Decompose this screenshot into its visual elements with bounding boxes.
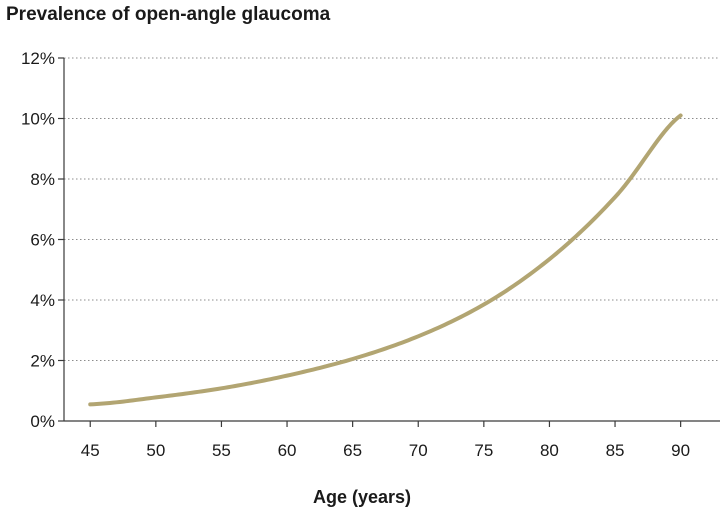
x-tick-label: 90: [671, 441, 690, 460]
ticks: 0% 2% 4% 6% 8% 10% 12% 45 50 55 60 65 70 75 80 85 90: [21, 49, 690, 460]
x-tick-label: 85: [606, 441, 625, 460]
gridlines: [64, 57, 720, 361]
y-tick-label: 12%: [21, 49, 55, 68]
series-layer: [88, 113, 683, 407]
y-tick-label: 8%: [30, 170, 55, 189]
x-axis-label: Age (years): [313, 487, 411, 507]
x-tick-label: 70: [409, 441, 428, 460]
y-tick-label: 4%: [30, 291, 55, 310]
x-tick-label: 75: [474, 441, 493, 460]
x-tick-label: 45: [81, 441, 100, 460]
y-tick-label: 10%: [21, 110, 55, 129]
x-tick-label: 65: [343, 441, 362, 460]
x-tick-label: 80: [540, 441, 559, 460]
x-tick-label: 60: [278, 441, 297, 460]
y-tick-label: 2%: [30, 352, 55, 371]
x-tick-label: 50: [146, 441, 165, 460]
y-tick-label: 0%: [30, 412, 55, 431]
x-tick-label: 55: [212, 441, 231, 460]
series-line-0: [88, 113, 683, 407]
chart-title: Prevalence of open-angle glaucoma: [6, 4, 331, 25]
y-tick-label: 6%: [30, 231, 55, 250]
